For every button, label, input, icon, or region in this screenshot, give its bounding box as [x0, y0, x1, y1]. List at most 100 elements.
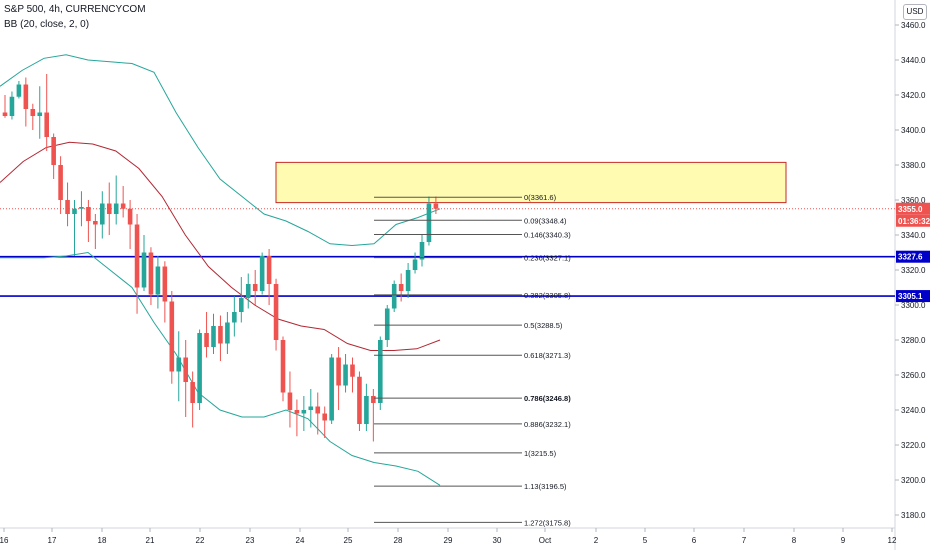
time-tick-label: Oct: [539, 536, 552, 545]
fib-level-label: 0.618(3271.3): [524, 351, 571, 360]
time-tick-label: 29: [444, 536, 453, 545]
candle-body: [93, 221, 98, 225]
time-tick-label: 17: [48, 536, 57, 545]
fib-level-label: 0.236(3327.1): [524, 254, 571, 263]
candle-body: [37, 112, 43, 116]
candle-body: [371, 396, 376, 403]
level-upper-badge: 3327.6: [898, 253, 923, 262]
candle-body: [405, 270, 411, 291]
candle-body: [259, 256, 265, 291]
candle-body: [308, 406, 314, 410]
fib-level-label: 1(3215.5): [524, 449, 557, 458]
price-tick-label: 3420.0: [901, 91, 926, 100]
fib-level-label: 0.786(3246.8): [524, 394, 571, 403]
candle-body: [113, 203, 119, 214]
candle-body: [79, 207, 84, 209]
fib-level-label: 0.09(3348.4): [524, 216, 567, 225]
price-tick-label: 3440.0: [901, 56, 926, 65]
candle-body: [329, 357, 334, 421]
price-tick-label: 3200.0: [901, 476, 926, 485]
price-tick-label: 3240.0: [901, 406, 926, 415]
time-tick-label: 22: [196, 536, 205, 545]
countdown-badge: 01:36:32: [898, 217, 931, 226]
level-lower-badge-bg: [896, 290, 930, 303]
candle-body: [266, 256, 272, 284]
price-tick-label: 3320.0: [901, 266, 926, 275]
candle-body: [127, 208, 133, 225]
last-price-badge: 3355.0: [898, 205, 923, 214]
currency-button[interactable]: USD: [903, 4, 927, 20]
symbol-title[interactable]: S&P 500, 4h, CURRENCYCOM: [4, 4, 146, 15]
last-price-badge-bg: [896, 202, 930, 215]
price-tick-label: 3380.0: [901, 161, 926, 170]
candle-body: [9, 96, 15, 116]
price-tick-label: 3360.0: [901, 196, 926, 205]
candle-body: [232, 312, 237, 323]
candle-body: [65, 200, 70, 214]
bb-lower-band: [0, 251, 441, 486]
fib-level-label: 0.146(3340.3): [524, 230, 571, 239]
price-tick-label: 3400.0: [901, 126, 926, 135]
time-tick-label: 18: [98, 536, 107, 545]
price-tick-label: 3180.0: [901, 511, 926, 520]
fib-level-label: 0.5(3288.5): [524, 321, 563, 330]
candle-body: [58, 165, 63, 200]
candle-body: [398, 284, 404, 291]
time-tick-label: 6: [692, 536, 697, 545]
time-tick-label: 25: [344, 536, 353, 545]
candle-body: [169, 301, 175, 372]
candle-body: [322, 413, 327, 421]
level-upper-badge-bg: [896, 250, 930, 263]
time-tick-label: 24: [296, 536, 305, 545]
fib-level-label: 0.886(3232.1): [524, 420, 571, 429]
fib-level-label: 1.272(3175.8): [524, 518, 571, 527]
candle-body: [336, 357, 341, 386]
candle-body: [287, 392, 293, 410]
level-lower-badge: 3305.1: [898, 292, 923, 301]
candle-body: [190, 382, 195, 403]
time-tick-label: 9: [841, 536, 846, 545]
candle-body: [155, 266, 161, 295]
candle-body: [301, 410, 307, 414]
time-tick-label: 8: [792, 536, 797, 545]
price-tick-label: 3260.0: [901, 371, 926, 380]
fib-level-label: 0(3361.6): [524, 193, 557, 202]
candle-body: [350, 364, 355, 377]
price-tick-label: 3300.0: [901, 301, 926, 310]
candle-body: [245, 284, 251, 298]
candle-body: [294, 410, 300, 414]
candle-body: [120, 203, 126, 209]
candle-body: [384, 308, 390, 340]
candle-body: [100, 203, 105, 225]
price-tick-label: 3280.0: [901, 336, 926, 345]
fib-level-label: 1.13(3196.5): [524, 482, 567, 491]
candle-body: [225, 322, 230, 344]
candle-body: [280, 340, 286, 393]
fib-level-label: 0.382(3305.8): [524, 291, 571, 300]
price-tick-label: 3220.0: [901, 441, 926, 450]
time-tick-label: 5: [643, 536, 648, 545]
candle-body: [176, 357, 182, 372]
price-tick-label: 3340.0: [901, 231, 926, 240]
candle-body: [239, 298, 244, 312]
candle-body: [419, 242, 425, 260]
candle-body: [412, 259, 418, 270]
price-tick-label: 3460.0: [901, 21, 926, 30]
candle-body: [273, 284, 279, 340]
time-tick-label: 30: [493, 536, 502, 545]
candle-body: [72, 208, 77, 214]
time-tick-label: 7: [742, 536, 747, 545]
candle-body: [141, 252, 147, 288]
candle-body: [30, 109, 36, 116]
indicator-legend[interactable]: BB (20, close, 2, 0): [4, 19, 90, 30]
bb-upper-band: [0, 54, 441, 247]
bb-basis-line: [0, 141, 441, 351]
candle-body: [252, 284, 258, 291]
candle-body: [357, 376, 362, 424]
candle-body: [204, 333, 209, 347]
time-tick-label: 23: [246, 536, 255, 545]
candle-body: [433, 203, 439, 209]
candle-body: [148, 252, 154, 295]
candle-body: [162, 266, 168, 302]
